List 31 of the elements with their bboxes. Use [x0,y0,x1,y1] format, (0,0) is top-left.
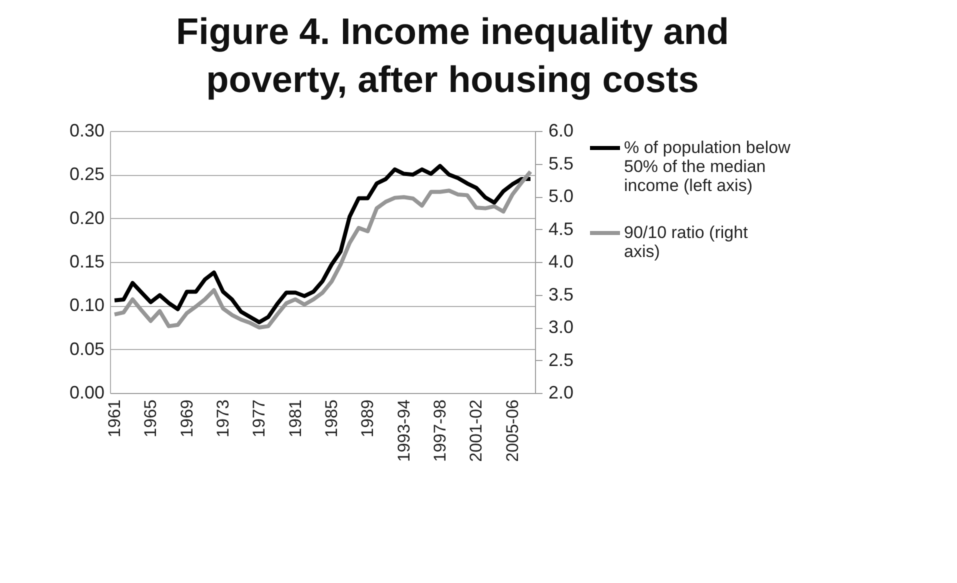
x-tick-label: 1985 [322,400,342,438]
y2-tick-label: 2.0 [548,382,574,402]
x-tick-label: 2005-06 [502,400,522,462]
x-tick-label: 1961 [105,400,124,438]
legend-label: 90/10 ratio (right axis) [624,223,748,261]
y2-tick-label: 4.5 [548,218,574,239]
y-tick-label: 0.15 [69,252,104,272]
x-tick-label: 1981 [286,400,305,438]
y2-tick-label: 5.5 [548,153,574,174]
y2-tick-label: 2.5 [548,350,574,370]
y-tick-label: 0.10 [69,295,104,316]
y-tick-label: 0.25 [69,164,104,184]
x-tick-label: 1993-94 [394,400,414,462]
y2-tick-label: 4.0 [548,252,574,272]
y2-tick-label: 5.0 [548,186,574,206]
x-tick-label: 1969 [177,400,196,438]
x-tick-label: 1965 [141,400,160,438]
y-tick-label: 0.20 [69,208,104,228]
y2-tick-label: 3.0 [548,317,574,337]
y-tick-label: 0.30 [69,120,104,140]
x-tick-label: 1973 [214,400,233,438]
x-tick-label: 2001-02 [466,400,486,462]
x-tick-label: 1977 [250,400,269,438]
x-tick-label: 1997-98 [430,400,450,462]
y-tick-label: 0.00 [69,382,104,402]
y2-tick-label: 3.5 [548,284,574,304]
y2-tick-label: 6.0 [548,120,574,140]
x-tick-label: 1989 [358,400,378,438]
y-tick-label: 0.05 [69,338,104,359]
legend-label: % of population below 50% of the median income (left axis) [624,138,792,195]
chart-title: Figure 4. Income inequality and poverty, after housing costs [176,11,730,100]
